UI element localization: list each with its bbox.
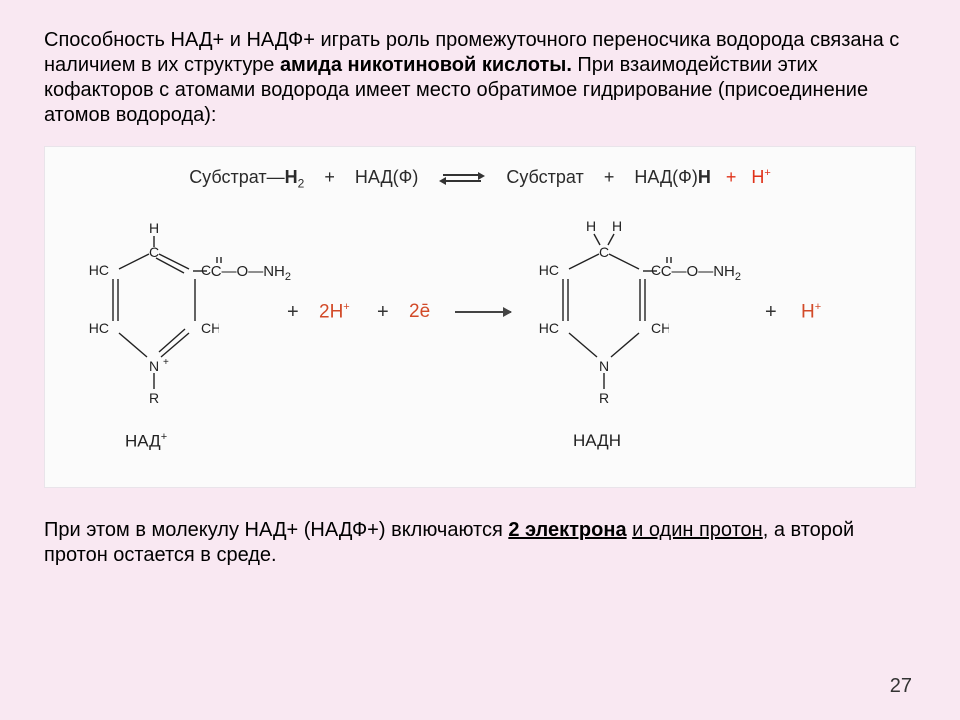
svg-text:H: H [612,221,622,234]
ring-left-svg: H C HC HC C CH N + [89,221,219,411]
label-nad-plus: НАД+ [125,431,167,452]
svg-text:HC: HC [539,320,559,336]
svg-text:CH: CH [201,320,219,336]
para2-text-a: При этом в молекулу НАД+ (НАДФ+) включаю… [44,519,508,541]
top-equation: Субстрат—H2 + НАД(Ф) Субстрат + НАД(Ф)H … [45,167,915,191]
svg-text:HC: HC [89,262,109,278]
ring-nadh: H H C HC HC C CH N [539,221,669,411]
equilibrium-arrow-icon [439,172,485,184]
svg-text:R: R [599,390,609,406]
eq-nadfh-black: НАД(Ф) [634,167,697,187]
para1-bold: амида никотиновой кислоты. [280,54,572,76]
svg-text:N: N [599,358,609,374]
svg-text:C: C [149,244,159,260]
paragraph-2: При этом в молекулу НАД+ (НАДФ+) включаю… [44,518,916,568]
two-h-plus: 2H+ [319,301,350,323]
svg-text:HC: HC [539,262,559,278]
structure-row: H C HC HC C CH N + [45,217,915,457]
page-number: 27 [890,675,912,698]
svg-text:+: + [163,357,169,368]
svg-text:HC: HC [89,320,109,336]
two-electrons: 2ē [409,301,430,323]
plus-3: + [765,301,777,324]
svg-text:N: N [149,358,159,374]
para2-bold-u: 2 электрона [508,519,626,541]
eq-nadf-left: НАД(Ф) [355,167,418,187]
ring-right-svg: H H C HC HC C CH N [539,221,669,411]
svg-text:H: H [149,221,159,236]
paragraph-1: Способность НАД+ и НАДФ+ играть роль про… [44,28,916,128]
svg-text:CH: CH [651,320,669,336]
eq-h2: H [285,167,298,187]
svg-text:H: H [586,221,596,234]
eq-hplus: H+ [751,167,770,187]
h-plus-product: H+ [801,301,821,323]
reaction-diagram: Субстрат—H2 + НАД(Ф) Субстрат + НАД(Ф)H … [44,146,916,488]
eq-substrate-right: Субстрат [506,167,583,187]
svg-text:R: R [149,390,159,406]
plus-1: + [287,301,299,324]
svg-text:C: C [599,244,609,260]
label-nadh: НАДН [573,431,621,451]
eq-substrate-left: Субстрат [189,167,266,187]
para2-u: и один протон [632,519,763,541]
amide-group-left: C—O—NH2 [211,263,291,283]
plus-2: + [377,301,389,324]
ring-nad-plus: H C HC HC C CH N + [89,221,219,411]
reaction-arrow-icon [455,311,511,313]
amide-group-right: C—O—NH2 [661,263,741,283]
